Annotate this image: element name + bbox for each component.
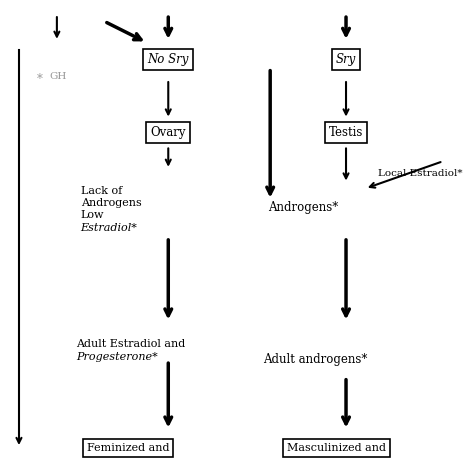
Text: Adult androgens*: Adult androgens* [263, 353, 367, 366]
Text: Sry: Sry [336, 53, 356, 66]
Text: Androgens: Androgens [81, 198, 141, 208]
Text: Local Estradiol*: Local Estradiol* [378, 169, 462, 178]
Text: Masculinized and: Masculinized and [287, 443, 386, 453]
Text: *: * [37, 73, 43, 86]
Text: Lack of: Lack of [81, 186, 122, 196]
Text: Feminized and: Feminized and [87, 443, 169, 453]
Text: No Sry: No Sry [147, 53, 189, 66]
Text: Androgens*: Androgens* [268, 201, 338, 213]
Text: Testis: Testis [329, 126, 363, 139]
Text: Estradiol*: Estradiol* [81, 223, 137, 233]
Text: Adult Estradiol and: Adult Estradiol and [76, 339, 185, 349]
Text: GH: GH [50, 73, 67, 81]
Text: Progesterone*: Progesterone* [76, 352, 157, 362]
Text: Ovary: Ovary [151, 126, 186, 139]
Text: Low: Low [81, 210, 104, 220]
